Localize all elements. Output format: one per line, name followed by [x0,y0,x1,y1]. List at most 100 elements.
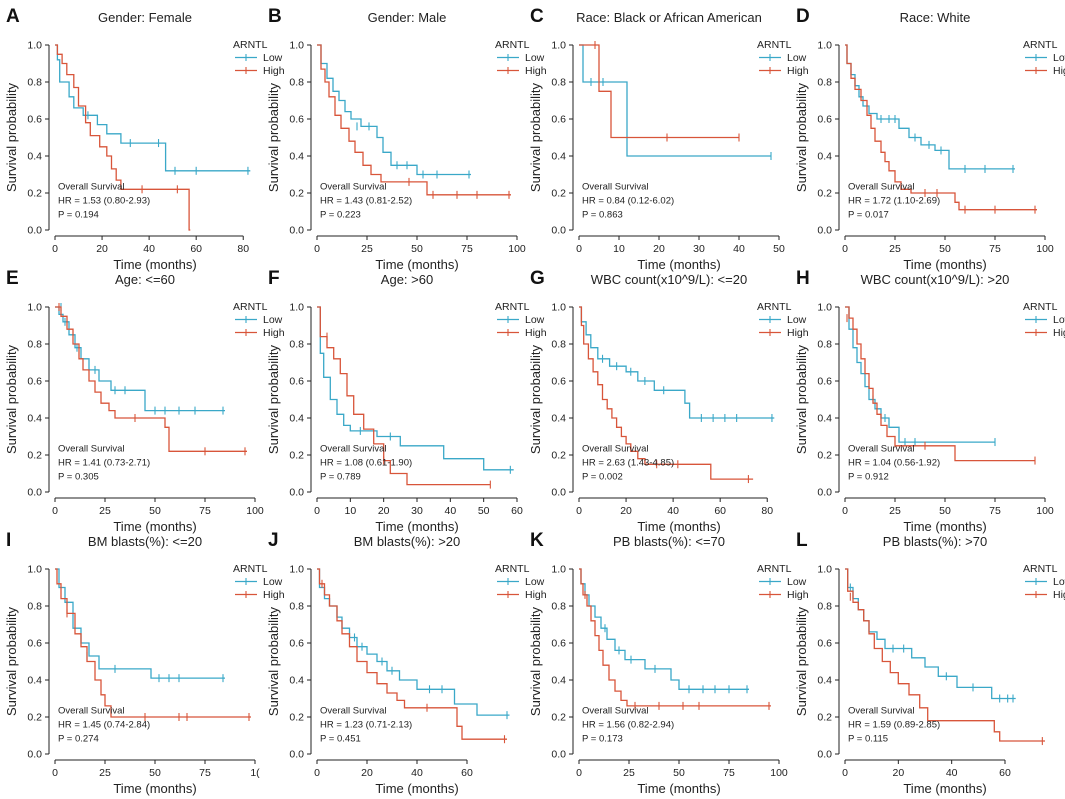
y-tick-label: 0.8 [289,601,304,613]
panel-k: K PB blasts(%): <=70 0.0 0.2 0.4 0.6 0.8 1.0 0 25… [528,530,809,796]
y-tick-label: 0.6 [27,376,42,388]
y-tick-label: 0.4 [27,151,42,163]
km-curve-low [845,44,1015,170]
panel-letter: J [268,530,279,551]
y-tick-label: 0.4 [551,413,566,425]
p-value: P = 0.002 [582,471,623,482]
panel-letter: A [6,6,20,27]
y-tick-label: 0.2 [817,188,832,200]
panel-title: WBC count(x10^9/L): >20 [861,272,1010,287]
legend-label-high: High [1053,65,1065,77]
y-axis-label: Survival probability [794,82,809,192]
y-tick-label: 0.8 [289,339,304,351]
y-tick-label: 0.2 [817,450,832,462]
legend-title: ARNTL [757,563,792,575]
x-tick-label: 25 [99,505,111,517]
panel-h: H WBC count(x10^9/L): >20 0.0 0.2 0.4 0.6 0.8 1… [794,268,1065,534]
y-tick-label: 0.0 [817,487,832,499]
km-curve-low [579,306,775,419]
x-tick-label: 100 [1036,505,1054,517]
y-tick-label: 1.0 [551,564,566,576]
y-tick-label: 0.0 [289,749,304,761]
panel-d: D Race: White 0.0 0.2 0.4 0.6 0.8 1.0 0 25 50 75 100… [794,6,1065,272]
legend-label-low: Low [263,52,283,64]
x-tick-label: 20 [620,505,632,517]
legend-label-low: Low [1053,52,1065,64]
y-axis-label: Survival probability [4,82,19,192]
x-tick-label: 0 [52,767,58,779]
km-curve-high [55,44,191,231]
legend-label-high: High [525,327,547,339]
legend-label-high: High [1053,327,1065,339]
x-tick-label: 20 [892,767,904,779]
x-tick-label: 50 [939,505,951,517]
x-axis-label: Time (months) [375,519,458,534]
km-curve-high [55,568,251,718]
x-tick-label: 10 [344,505,356,517]
stats-title: Overall Survival [58,443,125,454]
p-value: P = 0.223 [320,209,361,220]
panel-f: F Age: >60 0.0 0.2 0.4 0.6 0.8 1.0 0 10 20 30 40 50 60… [266,268,547,534]
legend-label-low: Low [525,314,545,326]
x-tick-label: 0 [842,767,848,779]
legend-label-low: Low [787,52,807,64]
x-tick-label: 0 [52,243,58,255]
y-tick-label: 0.0 [27,487,42,499]
legend-label-high: High [263,65,285,77]
x-tick-label: 75 [199,505,211,517]
x-tick-label: 100 [1036,243,1054,255]
x-tick-label: 100 [246,505,264,517]
y-tick-label: 0.4 [817,675,832,687]
panel-title: Age: >60 [381,272,433,287]
panel-letter: K [530,530,544,551]
x-tick-label: 50 [411,243,423,255]
panel-e: E Age: <=60 0.0 0.2 0.4 0.6 0.8 1.0 0 25 50 75 100 Ti… [4,268,285,534]
x-tick-label: 75 [461,243,473,255]
hazard-ratio: HR = 2.63 (1.43-4.85) [582,457,674,468]
y-tick-label: 0.8 [289,77,304,89]
y-tick-label: 0.4 [817,151,832,163]
y-tick-label: 0.6 [551,638,566,650]
p-value: P = 0.194 [58,209,99,220]
legend-label-high: High [263,327,285,339]
y-tick-label: 0.2 [289,450,304,462]
legend-label-high: High [1053,589,1065,601]
stats-title: Overall Survival [320,181,387,192]
x-tick-label: 80 [761,505,773,517]
hazard-ratio: HR = 1.59 (0.89-2.85) [848,719,940,730]
panel-j: J BM blasts(%): >20 0.0 0.2 0.4 0.6 0.8 1.0 0 20 4… [266,530,547,796]
x-axis-label: Time (months) [113,519,196,534]
y-tick-label: 1.0 [27,564,42,576]
panel-letter: L [796,530,808,551]
stats-title: Overall Survival [58,705,125,716]
km-curve-low [845,568,1016,700]
y-tick-label: 1.0 [27,40,42,52]
panel-letter: E [6,268,19,289]
x-tick-label: 20 [378,505,390,517]
x-tick-label: 60 [190,243,202,255]
x-tick-label: 0 [314,767,320,779]
legend-label-high: High [263,589,285,601]
y-axis-label: Survival probability [266,606,281,716]
x-tick-label: 0 [52,505,58,517]
panel-title: Race: Black or African American [576,10,762,25]
panel-letter: F [268,268,280,289]
y-tick-label: 0.4 [289,151,304,163]
x-tick-label: 0 [842,243,848,255]
km-curve-high [579,306,754,480]
panel-letter: D [796,6,810,27]
hazard-ratio: HR = 0.84 (0.12-6.02) [582,195,674,206]
km-curve-high [55,306,247,452]
y-tick-label: 0.0 [817,225,832,237]
y-tick-label: 0.2 [551,712,566,724]
p-value: P = 0.863 [582,209,623,220]
stats-title: Overall Survival [582,181,649,192]
x-tick-label: 20 [653,243,665,255]
p-value: P = 0.912 [848,471,889,482]
legend-title: ARNTL [1023,39,1058,51]
y-tick-label: 0.4 [27,675,42,687]
y-tick-label: 0.6 [817,114,832,126]
x-tick-label: 30 [693,243,705,255]
km-curve-high [317,44,511,196]
legend-label-low: Low [525,576,545,588]
